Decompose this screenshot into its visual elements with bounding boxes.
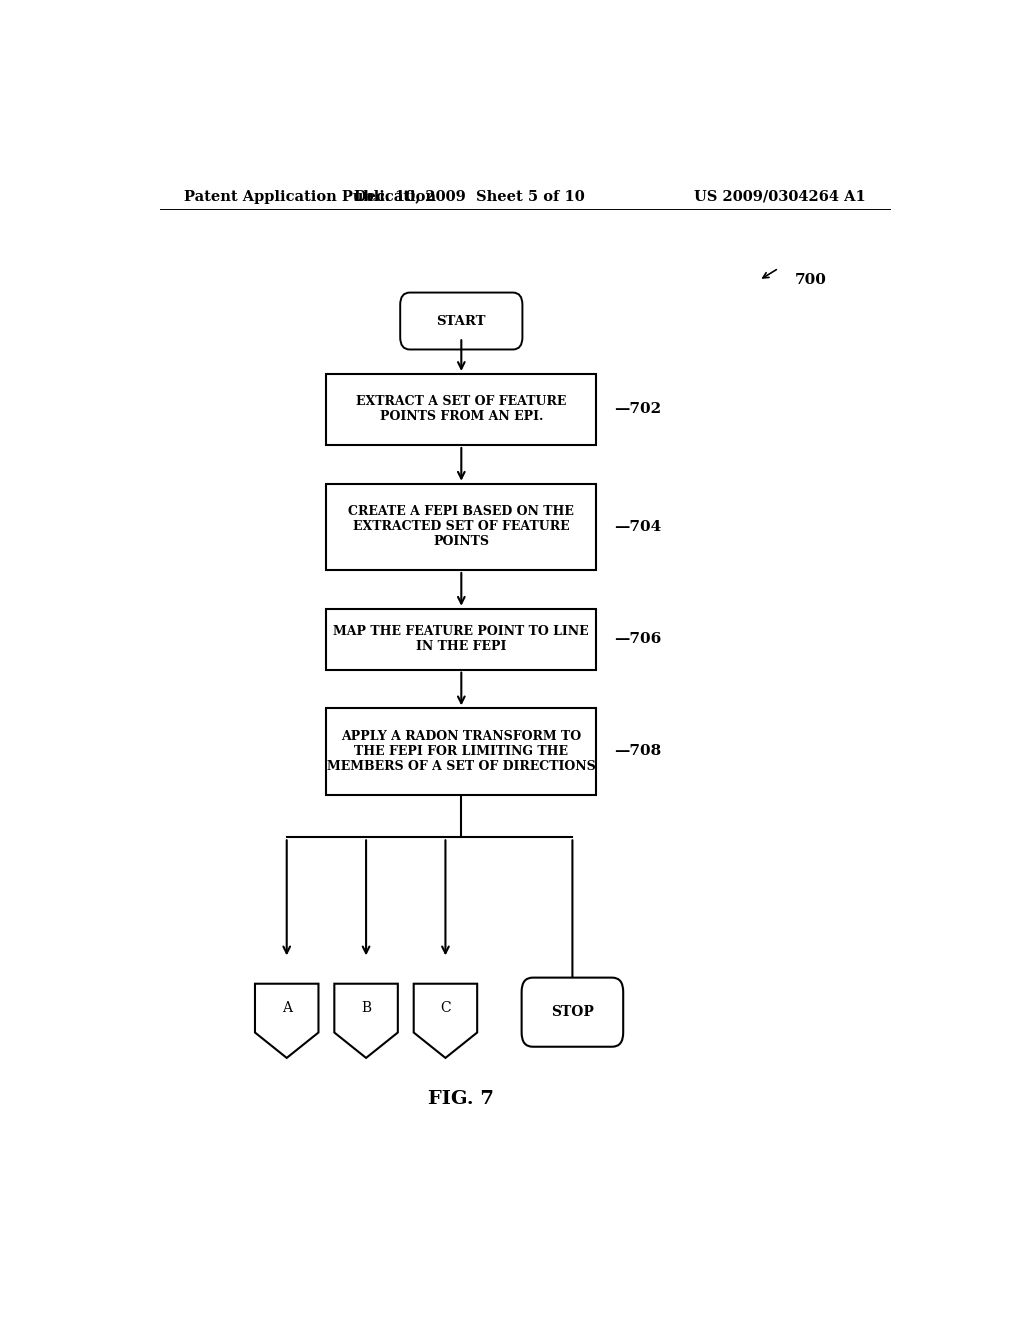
Text: 700: 700 [795, 273, 826, 288]
Bar [327, 374, 596, 445]
Text: —702: —702 [613, 403, 660, 416]
Bar [327, 709, 596, 795]
FancyBboxPatch shape [521, 978, 624, 1047]
Text: EXTRACT A SET OF FEATURE
POINTS FROM AN EPI.: EXTRACT A SET OF FEATURE POINTS FROM AN … [356, 396, 566, 424]
Text: B: B [361, 1001, 371, 1015]
Text: —706: —706 [613, 632, 660, 647]
Text: CREATE A FEPI BASED ON THE
EXTRACTED SET OF FEATURE
POINTS: CREATE A FEPI BASED ON THE EXTRACTED SET… [348, 506, 574, 548]
Text: STOP: STOP [551, 1005, 594, 1019]
Text: C: C [440, 1001, 451, 1015]
Bar [327, 483, 596, 570]
Text: —708: —708 [613, 744, 660, 759]
Text: A: A [282, 1001, 292, 1015]
Text: APPLY A RADON TRANSFORM TO
THE FEPI FOR LIMITING THE
MEMBERS OF A SET OF DIRECTI: APPLY A RADON TRANSFORM TO THE FEPI FOR … [327, 730, 596, 774]
Text: MAP THE FEATURE POINT TO LINE
IN THE FEPI: MAP THE FEATURE POINT TO LINE IN THE FEP… [334, 626, 589, 653]
Polygon shape [334, 983, 397, 1057]
Bar [327, 609, 596, 669]
Text: START: START [436, 314, 486, 327]
Polygon shape [255, 983, 318, 1057]
Polygon shape [414, 983, 477, 1057]
Text: US 2009/0304264 A1: US 2009/0304264 A1 [694, 190, 866, 203]
Text: Dec. 10, 2009  Sheet 5 of 10: Dec. 10, 2009 Sheet 5 of 10 [354, 190, 585, 203]
Text: —704: —704 [613, 520, 660, 533]
Text: FIG. 7: FIG. 7 [428, 1089, 495, 1107]
FancyBboxPatch shape [400, 293, 522, 350]
Text: Patent Application Publication: Patent Application Publication [183, 190, 435, 203]
